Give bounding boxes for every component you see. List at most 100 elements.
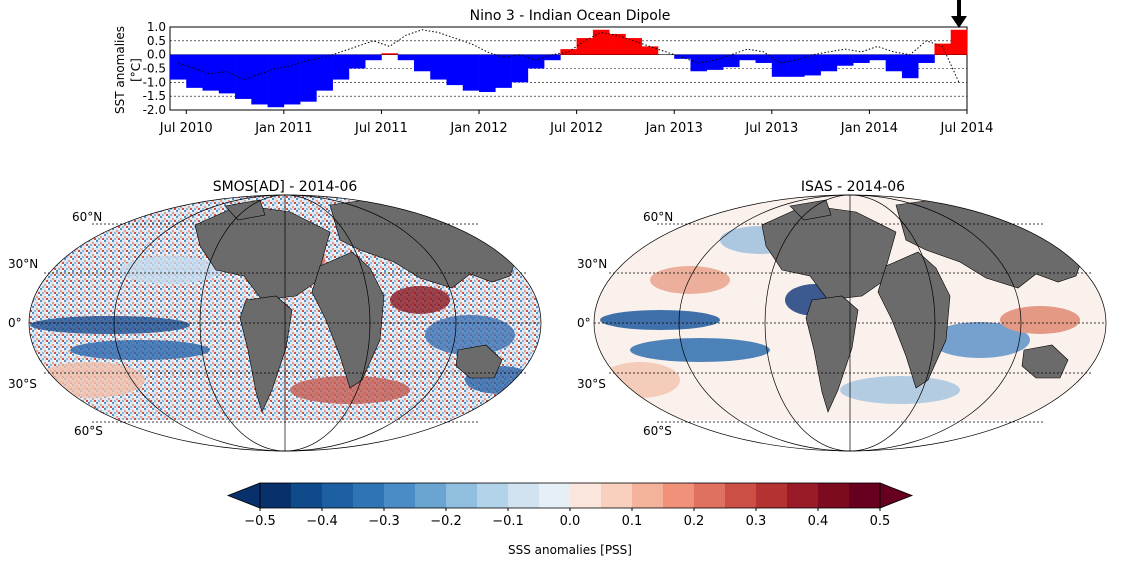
nino3-bar <box>641 46 659 55</box>
colorbar-label: SSS anomalies [PSS] <box>508 543 632 557</box>
colorbar-tick-label: −0.1 <box>492 514 524 529</box>
nino3-bar <box>918 54 935 63</box>
y-tick-label: 1.0 <box>147 20 166 34</box>
nino3-bar <box>300 54 317 102</box>
lat-label-60n: 60°N <box>72 210 102 224</box>
colorbar-cell <box>446 483 478 508</box>
nino3-bar <box>674 54 691 59</box>
nino3-bar <box>609 33 626 55</box>
x-tick-label: Jan 2014 <box>840 121 898 136</box>
colorbar-tick-label: 0.1 <box>622 514 643 529</box>
colorbar-cell <box>353 483 385 508</box>
nino3-bar <box>186 54 203 88</box>
colorbar-tick-label: 0.3 <box>746 514 767 529</box>
nino3-bar <box>170 54 187 80</box>
x-tick-label: Jul 2013 <box>744 121 798 136</box>
colorbar-min-extension <box>226 482 261 509</box>
colorbar-cell <box>663 483 695 508</box>
x-tick-label: Jan 2011 <box>254 121 312 136</box>
nino3-bar <box>576 38 594 55</box>
nino3-bar <box>462 54 480 91</box>
nino3-bar <box>413 54 431 72</box>
lat-label-60s: 60°S <box>74 424 103 438</box>
nino3-bar <box>316 54 333 91</box>
nino3-bar <box>397 54 415 61</box>
y-axis-label: SST anomalies <box>113 26 127 114</box>
colorbar-cell <box>508 483 540 508</box>
latitude-labels: 60°N 30°N 0° 30°S 60°S <box>577 210 673 438</box>
colorbar-tick-label: 0.4 <box>808 514 829 529</box>
lat-label-30s: 30°S <box>577 377 606 391</box>
lat-label-0: 0° <box>8 316 22 330</box>
y-axis-unit: [°C] <box>129 58 143 82</box>
y-tick-labels: 1.00.50.0-0.5-1.0-1.5-2.0 <box>143 20 166 117</box>
nino3-bar <box>202 54 220 91</box>
nino3-bar <box>544 54 561 61</box>
colorbar-cell <box>601 483 633 508</box>
colorbar-cell <box>570 483 602 508</box>
x-tick-label: Jul 2010 <box>159 121 213 136</box>
isas-map: ISAS - 2014-06 <box>577 179 1107 452</box>
nino3-bar <box>283 54 301 105</box>
iod-series-line <box>177 29 960 83</box>
x-tick-labels: Jul 2010 Jan 2011 Jul 2011 Jan 2012 Jul 2012… <box>159 110 994 136</box>
colorbar-tick-label: −0.5 <box>244 514 276 529</box>
nino3-bar <box>869 54 886 61</box>
y-tick-label: -2.0 <box>143 103 166 117</box>
chart-title: Nino 3 - Indian Ocean Dipole <box>470 8 671 24</box>
lat-label-30n: 30°N <box>8 257 38 271</box>
colorbar: −0.5 −0.4 −0.3 −0.2 −0.1 0.0 0.1 0.2 0.3 0.4 0.5 S… <box>226 482 914 557</box>
nino3-bar <box>755 54 773 63</box>
latitude-lines <box>29 223 541 423</box>
colorbar-cell <box>477 483 509 508</box>
colorbar-cell <box>787 483 819 508</box>
map-title-isas: ISAS - 2014-06 <box>801 179 905 195</box>
colorbar-cells <box>226 482 914 509</box>
y-tick-label: 0.0 <box>147 48 166 62</box>
colorbar-cell <box>694 483 726 508</box>
current-month-arrow <box>951 0 967 28</box>
nino3-bar <box>251 54 268 105</box>
nino3-bar <box>771 54 789 77</box>
x-tick-label: Jul 2012 <box>549 121 603 136</box>
latitude-lines <box>594 223 1106 423</box>
lat-label-30n: 30°N <box>577 257 607 271</box>
nino3-bar <box>381 53 399 55</box>
latitude-labels: 60°N 30°N 0° 30°S 60°S <box>8 210 103 438</box>
colorbar-cell <box>818 483 850 508</box>
colorbar-cell <box>322 483 354 508</box>
lat-label-0: 0° <box>577 316 591 330</box>
colorbar-tick-label: 0.2 <box>684 514 705 529</box>
nino3-bar <box>788 54 805 77</box>
colorbar-cell <box>849 483 881 508</box>
nino3-bar <box>950 29 968 55</box>
lat-label-60s: 60°S <box>643 424 672 438</box>
colorbar-cell <box>291 483 323 508</box>
lat-label-60n: 60°N <box>643 210 673 224</box>
nino3-bar <box>934 43 952 55</box>
nino3-bar <box>706 54 724 70</box>
time-series-chart: Nino 3 - Indian Ocean Dipole 1.00.50.0-0… <box>113 0 993 136</box>
colorbar-tick-label: −0.2 <box>430 514 462 529</box>
y-tick-label: -1.0 <box>143 75 166 89</box>
colorbar-cell <box>539 483 571 508</box>
nino3-bar <box>446 54 464 86</box>
nino3-bar <box>820 54 838 72</box>
nino3-bar <box>479 54 496 93</box>
nino3-bar <box>625 38 642 55</box>
colorbar-cell <box>756 483 788 508</box>
nino3-bar <box>527 54 545 69</box>
x-tick-label: Jan 2013 <box>645 121 703 136</box>
x-tick-label: Jan 2012 <box>449 121 507 136</box>
nino3-bar <box>739 54 756 61</box>
smos-map: SMOS[AD] - 2014-06 <box>8 179 542 452</box>
x-tick-label: Jul 2011 <box>354 121 408 136</box>
colorbar-tick-label: 0.5 <box>870 514 891 529</box>
y-tick-label: -1.5 <box>143 89 166 103</box>
y-tick-label: -0.5 <box>143 62 166 76</box>
colorbar-cell <box>725 483 757 508</box>
x-tick-label: Jul 2014 <box>940 121 994 136</box>
colorbar-max-extension <box>879 482 914 509</box>
nino3-bar <box>267 54 285 108</box>
